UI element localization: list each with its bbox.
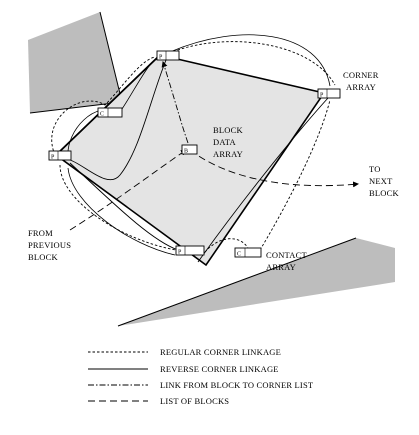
block-to-corner-link (161, 61, 189, 144)
from-previous-block-label-2: PREVIOUS (28, 240, 71, 250)
corner-box-top: P (156, 50, 180, 61)
block-data-array-label-1: BLOCK (213, 125, 243, 135)
regular-linkage-left (51, 56, 156, 156)
contact-array-label-2: ARRAY (266, 262, 296, 272)
corner-box-top-label: P (159, 55, 163, 61)
block-data-array-label-3: ARRAY (213, 149, 243, 159)
list-of-blocks-from-previous (69, 149, 187, 231)
corner-box-left: P (48, 150, 72, 161)
from-previous-block-label-3: BLOCK (28, 252, 58, 262)
legend: REGULAR CORNER LINKAGE REVERSE CORNER LI… (88, 347, 314, 406)
regular-linkage-bottom (204, 238, 249, 253)
contact-edge-bottom-right (117, 237, 357, 327)
corner-box-bottom: P (175, 245, 205, 256)
corner-box-left-label: P (51, 155, 55, 161)
contact-line-upper (55, 54, 161, 156)
corner-box-right: P (317, 88, 341, 99)
to-next-block-label-3: BLOCK (369, 188, 399, 198)
regular-linkage-bottom-left (59, 164, 177, 251)
contact-box-upper-left-label: C (100, 112, 104, 118)
from-previous-block-label-1: FROM (28, 228, 53, 238)
legend-list-of-blocks-label: LIST OF BLOCKS (160, 396, 229, 406)
reverse-linkage-bottom-left (67, 167, 176, 256)
corner-array-label-2: ARRAY (346, 82, 376, 92)
legend-regular-label: REGULAR CORNER LINKAGE (160, 347, 281, 357)
regular-linkage-top (164, 41, 336, 86)
block-data-box-label: B (184, 149, 188, 155)
block-data-array-label-2: DATA (213, 137, 236, 147)
solid-link-left (69, 59, 167, 181)
legend-reverse-label: REVERSE CORNER LINKAGE (160, 364, 279, 374)
list-of-blocks-to-next (189, 149, 359, 188)
corner-array-label-1: CORNER (343, 70, 379, 80)
contact-region-bottom-right (118, 238, 395, 326)
contact-region-upper-left (28, 12, 122, 113)
contact-edge-upper-left-1 (29, 101, 123, 114)
to-next-block-label-1: TO (369, 164, 381, 174)
solid-link-bottom (69, 162, 179, 251)
corner-box-right-label: P (320, 93, 324, 99)
reverse-linkage-top (169, 34, 331, 87)
contact-box-bottom-right-label: C (237, 252, 241, 258)
contact-box-upper-left: C (97, 107, 123, 118)
block-data-box: B (181, 144, 198, 155)
contact-array-label-1: CONTACT (266, 250, 307, 260)
legend-block-to-corner-label: LINK FROM BLOCK TO CORNER LIST (160, 380, 314, 390)
contact-box-bottom-right: C (234, 247, 262, 258)
solid-link-right (197, 97, 329, 263)
regular-linkage-right (259, 99, 331, 251)
contact-edge-upper-left-2 (99, 11, 123, 103)
corner-box-bottom-label: P (178, 250, 182, 256)
to-next-block-label-2: NEXT (369, 176, 393, 186)
